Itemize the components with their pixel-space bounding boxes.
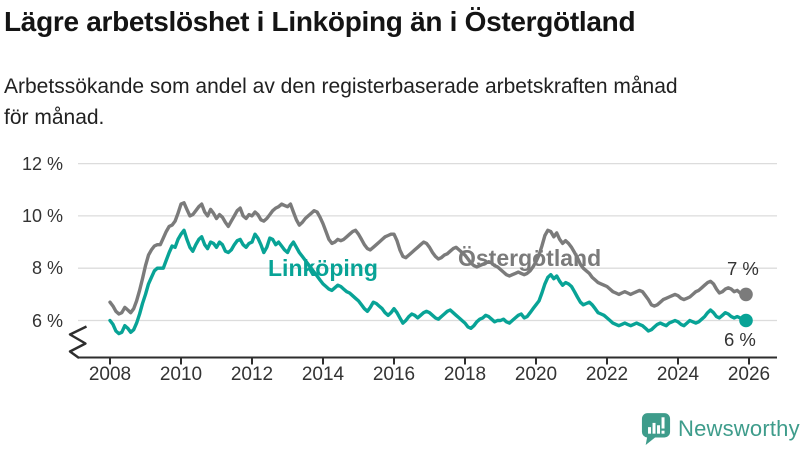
y-axis-break-icon [68, 325, 88, 359]
newsworthy-bar-chart-icon [641, 413, 671, 445]
x-tick-label: 2018 [443, 364, 487, 385]
newsworthy-logo[interactable]: Newsworthy [641, 412, 800, 446]
x-tick-label: 2024 [656, 364, 700, 385]
newsworthy-wordmark: Newsworthy [678, 416, 800, 441]
subtitle-line-1: Arbetssökande som andel av den registerb… [4, 75, 678, 98]
series-line-linköping [108, 228, 748, 336]
x-tick-label: 2026 [727, 364, 771, 385]
end-value-label-linkoping: 6 % [724, 329, 756, 350]
x-tick-label: 2020 [514, 364, 558, 385]
x-tick-label: 2022 [585, 364, 629, 385]
y-tick-label: 8 % [31, 258, 63, 279]
end-value-label-ostergotland: 7 % [727, 258, 759, 279]
subtitle-line-2: för månad. [4, 106, 105, 129]
series-end-dot-östergötland [739, 287, 753, 302]
y-tick-label: 12 % [21, 153, 63, 174]
series-label-ostergotland: Östergötland [458, 245, 602, 271]
series-line-östergötland [108, 201, 748, 316]
series-label-linkoping: Linköping [268, 255, 378, 281]
series-end-dot-linköping [739, 313, 753, 328]
x-tick-label: 2008 [88, 364, 132, 385]
x-tick-label: 2016 [372, 364, 416, 385]
y-tick-label: 10 % [21, 205, 63, 226]
chart-title: Lägre arbetslöshet i Linköping än i Öste… [4, 6, 636, 37]
y-tick-label: 6 % [31, 310, 63, 331]
x-tick-label: 2014 [301, 364, 345, 385]
x-tick-label: 2010 [159, 364, 203, 385]
x-tick-label: 2012 [230, 364, 274, 385]
chart-subtitle: Arbetssökande som andel av den registerb… [4, 71, 678, 133]
